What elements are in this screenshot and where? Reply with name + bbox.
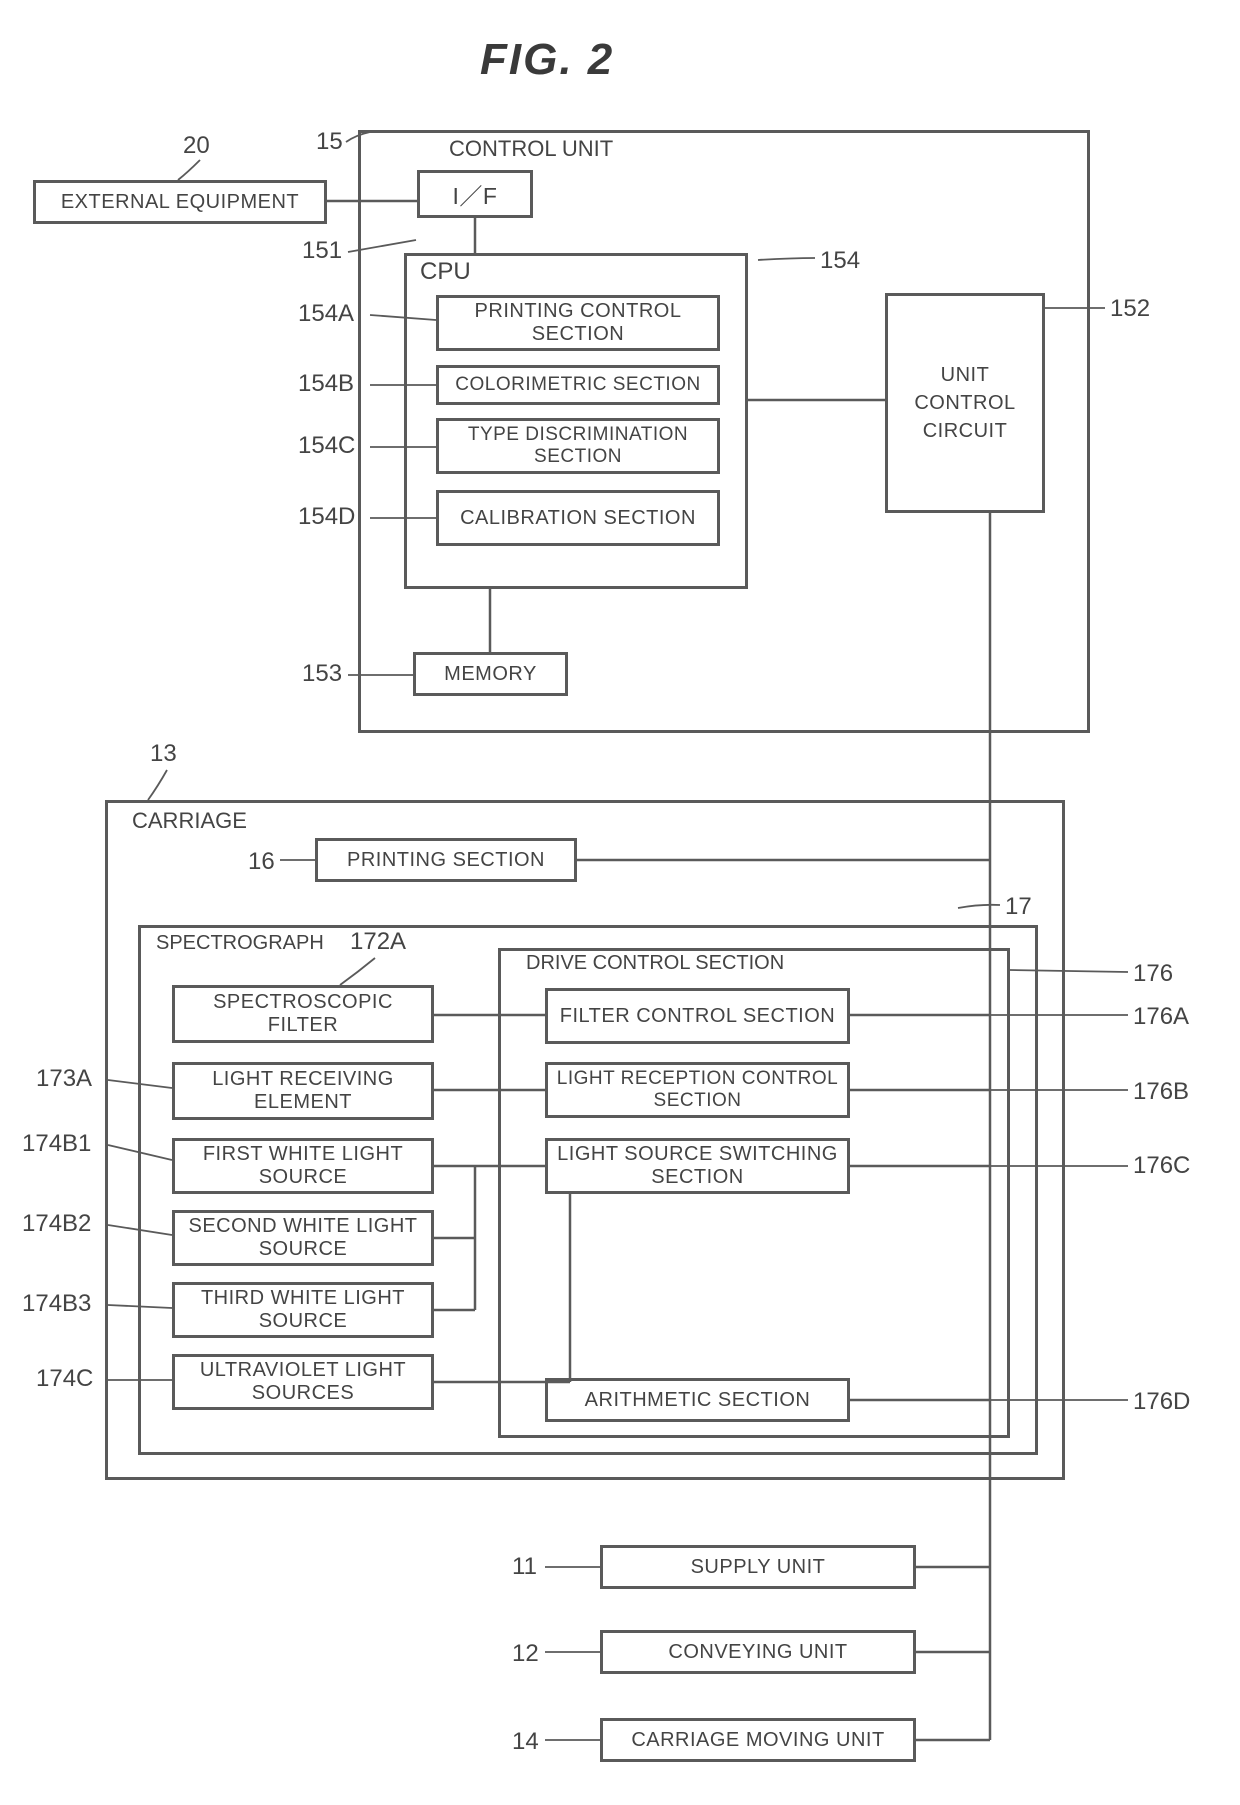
ref-174C: 174C [36,1365,93,1393]
ref-176D: 176D [1133,1388,1190,1416]
colorimetric-text: COLORIMETRIC SECTION [455,374,700,396]
ref-153: 153 [302,660,342,688]
carriage-moving-box: CARRIAGE MOVING UNIT [600,1718,916,1762]
filter-ctrl-box: FILTER CONTROL SECTION [545,988,850,1044]
light-recep-ctrl-text: LIGHT RECEPTION CONTROL SECTION [548,1068,847,1112]
ref-151: 151 [302,237,342,265]
arithmetic-text: ARITHMETIC SECTION [585,1389,811,1412]
ref-20: 20 [183,132,210,160]
ref-154D: 154D [298,503,355,531]
filter-ctrl-text: FILTER CONTROL SECTION [560,1005,835,1028]
first-white-text: FIRST WHITE LIGHT SOURCE [175,1143,431,1189]
printing-control-box: PRINTING CONTROL SECTION [436,295,720,351]
uv-text: ULTRAVIOLET LIGHT SOURCES [175,1359,431,1405]
calibration-text: CALIBRATION SECTION [460,507,696,530]
spectrograph-label: SPECTROGRAPH [152,932,328,955]
ref-152: 152 [1110,295,1150,323]
spectro-filter-text: SPECTROSCOPIC FILTER [175,991,431,1037]
light-recv-text: LIGHT RECEIVING ELEMENT [175,1068,431,1114]
ref-176C: 176C [1133,1152,1190,1180]
ref-14: 14 [512,1728,539,1756]
if-box: I／F [417,170,533,218]
unit-control-text: UNIT CONTROL CIRCUIT [888,361,1042,445]
ref-176B: 176B [1133,1078,1189,1106]
external-equipment-text: EXTERNAL EQUIPMENT [61,191,299,214]
ref-176A: 176A [1133,1003,1189,1031]
colorimetric-box: COLORIMETRIC SECTION [436,365,720,405]
second-white-box: SECOND WHITE LIGHT SOURCE [172,1210,434,1266]
ref-174B1: 174B1 [22,1130,91,1158]
figure-title: FIG. 2 [480,35,614,85]
uv-box: ULTRAVIOLET LIGHT SOURCES [172,1354,434,1410]
ref-174B3: 174B3 [22,1290,91,1318]
carriage-moving-text: CARRIAGE MOVING UNIT [631,1729,884,1752]
light-src-sw-text: LIGHT SOURCE SWITCHING SECTION [548,1143,847,1189]
ref-16: 16 [248,848,275,876]
conveying-box: CONVEYING UNIT [600,1630,916,1674]
arithmetic-box: ARITHMETIC SECTION [545,1378,850,1422]
ref-17: 17 [1005,893,1032,921]
light-recv-box: LIGHT RECEIVING ELEMENT [172,1062,434,1120]
ref-154: 154 [820,247,860,275]
ref-173A: 173A [36,1065,92,1093]
printing-section-text: PRINTING SECTION [347,849,545,872]
supply-text: SUPPLY UNIT [691,1556,826,1579]
ref-172A: 172A [350,928,406,956]
type-disc-box: TYPE DISCRIMINATION SECTION [436,418,720,474]
unit-control-box: UNIT CONTROL CIRCUIT [885,293,1045,513]
third-white-box: THIRD WHITE LIGHT SOURCE [172,1282,434,1338]
ref-12: 12 [512,1640,539,1668]
ref-15: 15 [316,128,343,156]
carriage-label: CARRIAGE [128,808,251,834]
supply-box: SUPPLY UNIT [600,1545,916,1589]
ref-154B: 154B [298,370,354,398]
drive-control-label: DRIVE CONTROL SECTION [522,952,788,975]
type-disc-text: TYPE DISCRIMINATION SECTION [439,424,717,468]
cpu-label: CPU [416,258,475,286]
spectro-filter-box: SPECTROSCOPIC FILTER [172,985,434,1043]
ref-174B2: 174B2 [22,1210,91,1238]
if-text: I／F [453,177,498,211]
external-equipment-box: EXTERNAL EQUIPMENT [33,180,327,224]
light-recep-ctrl-box: LIGHT RECEPTION CONTROL SECTION [545,1062,850,1118]
memory-box: MEMORY [413,652,568,696]
light-src-sw-box: LIGHT SOURCE SWITCHING SECTION [545,1138,850,1194]
ref-176: 176 [1133,960,1173,988]
first-white-box: FIRST WHITE LIGHT SOURCE [172,1138,434,1194]
conveying-text: CONVEYING UNIT [668,1641,847,1664]
ref-154A: 154A [298,300,354,328]
printing-control-text: PRINTING CONTROL SECTION [439,300,717,346]
second-white-text: SECOND WHITE LIGHT SOURCE [175,1215,431,1261]
control-unit-label: CONTROL UNIT [445,136,617,162]
printing-section-box: PRINTING SECTION [315,838,577,882]
ref-13: 13 [150,740,177,768]
ref-154C: 154C [298,432,355,460]
third-white-text: THIRD WHITE LIGHT SOURCE [175,1287,431,1333]
ref-11: 11 [512,1553,537,1581]
calibration-box: CALIBRATION SECTION [436,490,720,546]
memory-text: MEMORY [444,663,537,686]
